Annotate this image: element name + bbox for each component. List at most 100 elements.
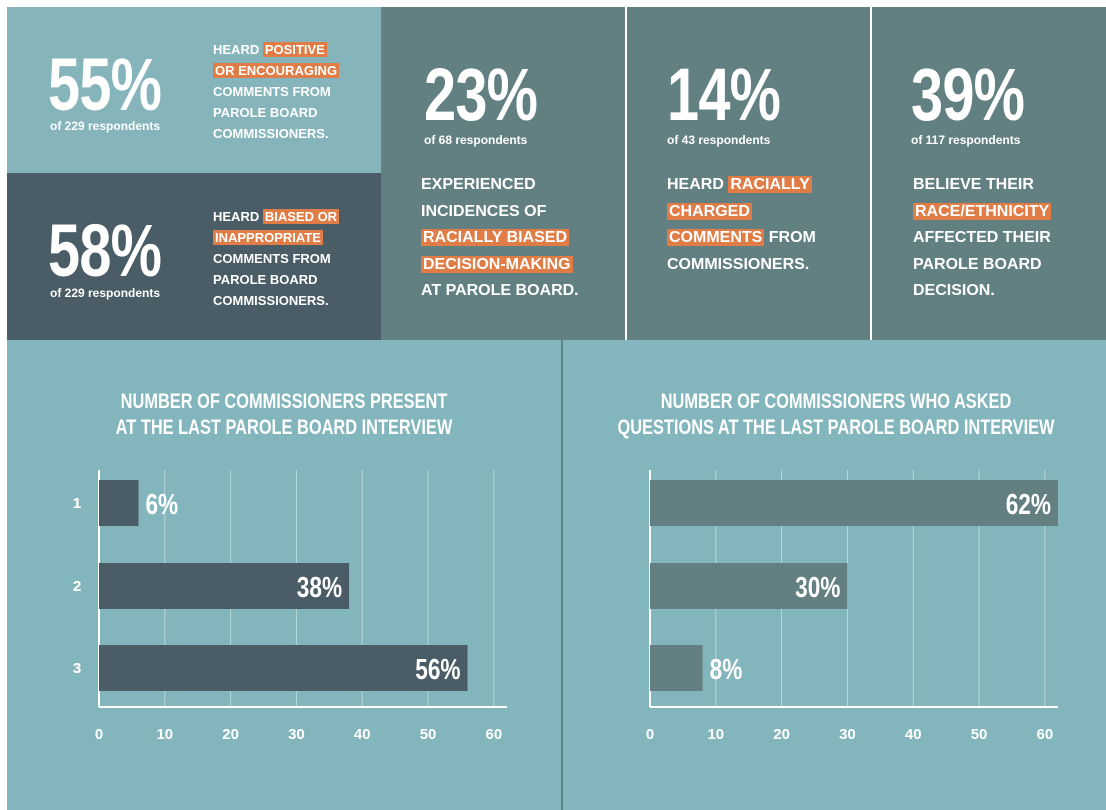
highlight-text: BIASED OR	[262, 209, 340, 224]
stat-line: RACE/ETHNICITY	[913, 199, 1052, 226]
stat-line: COMMENTS FROM	[213, 248, 331, 269]
panel	[7, 173, 381, 340]
y-tick-label: 3	[73, 660, 81, 677]
stat-line: COMMENTS FROM	[667, 225, 816, 252]
stat-line: COMMISSIONERS.	[667, 252, 809, 279]
bar	[650, 563, 848, 609]
stat-line: PAROLE BOARD	[213, 269, 317, 290]
bar	[99, 645, 468, 691]
x-tick-label: 20	[222, 726, 239, 743]
panel	[7, 7, 381, 173]
text: COMMISSIONERS.	[667, 255, 810, 273]
bar	[650, 645, 703, 691]
chart-title: QUESTIONS AT THE LAST PAROLE BOARD INTER…	[617, 415, 1054, 438]
stat-note: of 229 respondents	[50, 119, 161, 133]
divider	[561, 340, 563, 810]
highlight-text: DECISION-MAKING	[421, 255, 573, 273]
highlight-text: INAPPROPRIATE	[213, 230, 323, 245]
x-tick-label: 40	[905, 726, 922, 743]
highlight-text: RACE/ETHNICITY	[913, 202, 1052, 220]
text: HEARD	[213, 42, 263, 57]
text: FROM	[764, 229, 816, 247]
text: AT PAROLE BOARD.	[421, 282, 579, 300]
stat-line: COMMISSIONERS.	[213, 123, 329, 144]
highlight-text: RACIALLY	[728, 176, 812, 193]
stat-line: HEARD BIASED OR	[213, 206, 340, 227]
x-tick-label: 30	[288, 726, 305, 743]
stat-line: HEARD RACIALLY	[667, 172, 812, 199]
y-tick-label: 2	[73, 578, 81, 595]
value-label: 6%	[145, 487, 178, 520]
x-tick-label: 10	[707, 726, 724, 743]
bar	[99, 563, 350, 609]
y-tick-label: 3	[73, 660, 81, 677]
y-tick-label: 1	[73, 495, 81, 512]
stat-line: OR ENCOURAGING	[213, 60, 340, 81]
stat-line: EXPERIENCED	[421, 172, 536, 199]
stat-note: of 229 respondents	[50, 286, 161, 300]
chart-title: NUMBER OF COMMISSIONERS WHO ASKED	[661, 389, 1012, 412]
stat-line: DECISION.	[913, 278, 995, 305]
text: PAROLE BOARD	[213, 272, 318, 287]
chart-title: AT THE LAST PAROLE BOARD INTERVIEW	[116, 415, 453, 438]
stat-line: COMMENTS FROM	[213, 81, 331, 102]
x-tick-label: 30	[839, 726, 856, 743]
text: HEARD	[667, 176, 729, 193]
bar	[99, 480, 139, 526]
text: DECISION.	[913, 282, 995, 300]
stat-line: PAROLE BOARD	[913, 252, 1042, 279]
stat-note: of 43 respondents	[667, 133, 771, 147]
text: INCIDENCES OF	[421, 202, 547, 220]
x-tick-label: 50	[420, 726, 437, 743]
stat-line: AT PAROLE BOARD.	[421, 278, 579, 305]
text: COMMENTS FROM	[213, 251, 331, 266]
chart-title: NUMBER OF COMMISSIONERS PRESENT	[121, 389, 448, 412]
stat-line: BELIEVE THEIR	[913, 172, 1034, 199]
highlight-text: RACIALLY BIASED	[421, 229, 570, 247]
highlight-text: OR ENCOURAGING	[213, 63, 340, 78]
stat-line: RACIALLY BIASED	[421, 225, 570, 252]
x-tick-label: 50	[971, 726, 988, 743]
bar	[650, 480, 1058, 526]
y-tick-label: 2	[73, 578, 81, 595]
x-tick-label: 0	[95, 726, 103, 743]
highlight-text: COMMENTS	[667, 229, 765, 247]
x-tick-label: 40	[354, 726, 371, 743]
value-label: 8%	[710, 652, 743, 685]
value-label: 38%	[297, 570, 342, 603]
text: BELIEVE THEIR	[913, 176, 1034, 193]
stat-line: PAROLE BOARD	[213, 102, 317, 123]
text: COMMISSIONERS.	[213, 126, 329, 141]
stat-line: HEARD POSITIVE	[213, 39, 327, 60]
stat-line: AFFECTED THEIR	[913, 225, 1051, 252]
stat-value: 55%	[48, 43, 162, 126]
x-tick-label: 0	[646, 726, 654, 743]
panel	[627, 7, 870, 340]
stat-value: 58%	[48, 209, 162, 292]
text: COMMISSIONERS.	[213, 293, 329, 308]
x-tick-label: 10	[156, 726, 173, 743]
y-tick-label: 1	[73, 495, 81, 512]
x-tick-label: 20	[773, 726, 790, 743]
value-label: 30%	[795, 570, 840, 603]
highlight-text: CHARGED	[667, 202, 752, 220]
stat-value: 14%	[667, 53, 781, 136]
stat-line: COMMISSIONERS.	[213, 290, 329, 311]
text: EXPERIENCED	[421, 176, 536, 193]
text: PAROLE BOARD	[913, 255, 1042, 273]
x-tick-label: 60	[485, 726, 502, 743]
text: COMMENTS FROM	[213, 84, 331, 99]
text: HEARD	[213, 209, 263, 224]
x-tick-label: 60	[1036, 726, 1053, 743]
stat-value: 39%	[911, 53, 1025, 136]
stat-line: CHARGED	[667, 199, 752, 226]
stat-value: 23%	[424, 53, 538, 136]
text: AFFECTED THEIR	[913, 229, 1051, 247]
panel	[381, 7, 625, 340]
value-label: 56%	[415, 652, 460, 685]
stat-note: of 117 respondents	[911, 133, 1021, 147]
panel	[872, 7, 1106, 340]
value-label: 62%	[1006, 487, 1051, 520]
